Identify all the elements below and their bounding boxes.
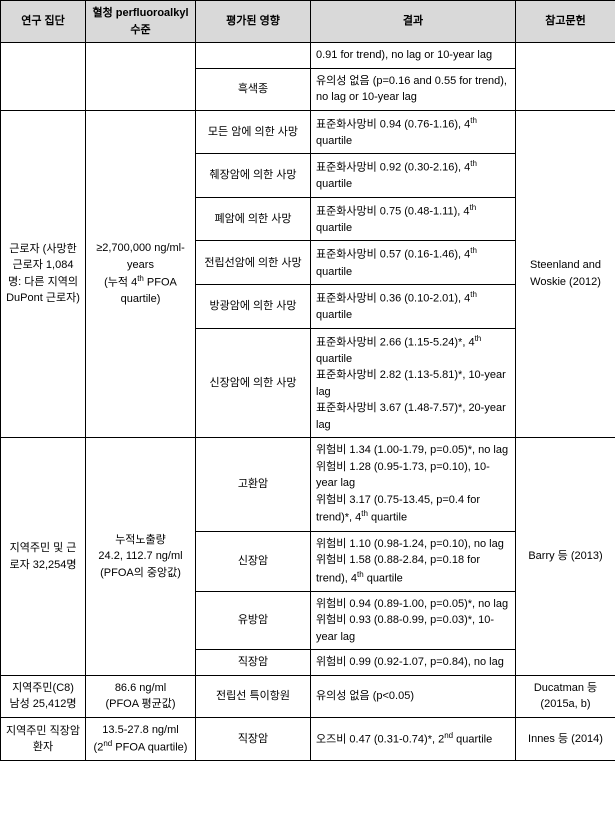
result-text: quartile — [316, 222, 352, 234]
cell-effect: 전립선암에 의한 사망 — [196, 241, 311, 285]
result-text: 위험비 0.93 (0.88-0.99, p=0.03)*, 10-year l… — [316, 614, 494, 643]
cell-result: 위험비 1.34 (1.00-1.79, p=0.05)*, no lag 위험… — [311, 438, 516, 531]
result-text: 위험비 1.10 (0.98-1.24, p=0.10), no lag — [316, 538, 504, 550]
cell-result: 표준화사망비 0.94 (0.76-1.16), 4th quartile — [311, 110, 516, 154]
result-text: 표준화사망비 2.66 (1.15-5.24)*, 4 — [316, 336, 475, 348]
result-text: quartile — [368, 512, 407, 524]
result-text: quartile — [316, 353, 352, 365]
header-row: 연구 집단 혈청 perfluoroalkyl 수준 평가된 영향 결과 참고문… — [1, 1, 615, 43]
cell-level: 누적노출량 24.2, 112.7 ng/ml (PFOA의 중앙값) — [86, 438, 196, 675]
result-text: 위험비 0.94 (0.89-1.00, p=0.05)*, no lag — [316, 598, 508, 610]
cell-group: 지역주민 및 근로자 32,254명 — [1, 438, 86, 675]
research-table: 연구 집단 혈청 perfluoroalkyl 수준 평가된 영향 결과 참고문… — [0, 0, 615, 761]
cell-group: 근로자 (사망한 근로자 1,084명: 다른 지역의 DuPont 근로자) — [1, 110, 86, 438]
cell-effect: 직장암 — [196, 650, 311, 676]
level-text: 86.6 ng/ml — [115, 682, 166, 694]
result-text: quartile — [316, 309, 352, 321]
cell-effect: 폐암에 의한 사망 — [196, 197, 311, 241]
cell-level: 13.5-27.8 ng/ml (2nd PFOA quartile) — [86, 717, 196, 761]
level-text: (PFOA 평균값) — [105, 698, 175, 710]
result-text: 위험비 1.28 (0.95-1.73, p=0.10), 10-year la… — [316, 461, 490, 490]
level-text: 누적노출량 — [115, 534, 166, 546]
cell-level: 86.6 ng/ml (PFOA 평균값) — [86, 675, 196, 717]
result-text: 표준화사망비 3.67 (1.48-7.57)*, 20-year lag — [316, 402, 506, 431]
sup-th: th — [470, 116, 477, 125]
result-text: 위험비 1.34 (1.00-1.79, p=0.05)*, no lag — [316, 444, 508, 456]
cell-effect: 모든 암에 의한 사망 — [196, 110, 311, 154]
cell-result: 표준화사망비 0.92 (0.30-2.16), 4th quartile — [311, 154, 516, 198]
result-text: quartile — [316, 135, 352, 147]
sup-th: th — [470, 159, 477, 168]
result-text: 표준화사망비 0.94 (0.76-1.16), 4 — [316, 118, 470, 130]
result-text: quartile — [453, 734, 492, 746]
cell-result: 위험비 0.99 (0.92-1.07, p=0.84), no lag — [311, 650, 516, 676]
result-text: quartile — [316, 178, 352, 190]
table-row: 지역주민 및 근로자 32,254명 누적노출량 24.2, 112.7 ng/… — [1, 438, 615, 531]
sup-th: th — [137, 274, 144, 283]
result-text: 오즈비 0.47 (0.31-0.74)*, 2 — [316, 734, 444, 746]
result-text: 표준화사망비 2.82 (1.13-5.81)*, 10-year lag — [316, 369, 506, 398]
level-text: (누적 4 — [104, 277, 137, 289]
header-result: 결과 — [311, 1, 516, 43]
level-text: ≥2,700,000 ng/ml-years — [96, 242, 185, 271]
result-text: 표준화사망비 0.92 (0.30-2.16), 4 — [316, 162, 470, 174]
cell-result: 표준화사망비 0.36 (0.10-2.01), 4th quartile — [311, 285, 516, 329]
sup-th: th — [470, 290, 477, 299]
header-effect: 평가된 영향 — [196, 1, 311, 43]
cell-effect: 고환암 — [196, 438, 311, 531]
header-level: 혈청 perfluoroalkyl 수준 — [86, 1, 196, 43]
table-row: 0.91 for trend), no lag or 10-year lag — [1, 43, 615, 69]
cell-effect: 직장암 — [196, 717, 311, 761]
header-reference: 참고문헌 — [516, 1, 615, 43]
cell-level: ≥2,700,000 ng/ml-years (누적 4th PFOA quar… — [86, 110, 196, 438]
level-text: (2 — [94, 742, 104, 754]
cell-effect: 신장암 — [196, 531, 311, 591]
sup-nd: nd — [444, 731, 453, 740]
sup-nd: nd — [103, 739, 112, 748]
cell-effect: 신장암에 의한 사망 — [196, 328, 311, 438]
cell-effect: 전립선 특이항원 — [196, 675, 311, 717]
level-text: PFOA quartile) — [112, 742, 187, 754]
table-row: 근로자 (사망한 근로자 1,084명: 다른 지역의 DuPont 근로자) … — [1, 110, 615, 154]
result-text: quartile — [364, 572, 403, 584]
cell-level-empty — [86, 43, 196, 111]
cell-reference: Innes 등 (2014) — [516, 717, 615, 761]
cell-result: 0.91 for trend), no lag or 10-year lag — [311, 43, 516, 69]
cell-group-empty — [1, 43, 86, 111]
cell-result: 오즈비 0.47 (0.31-0.74)*, 2nd quartile — [311, 717, 516, 761]
cell-effect: 유방암 — [196, 591, 311, 650]
cell-result: 표준화사망비 0.75 (0.48-1.11), 4th quartile — [311, 197, 516, 241]
table-row: 지역주민 직장암 환자 13.5-27.8 ng/ml (2nd PFOA qu… — [1, 717, 615, 761]
level-text: (PFOA의 중앙값) — [100, 567, 181, 579]
cell-effect: 췌장암에 의한 사망 — [196, 154, 311, 198]
cell-result: 표준화사망비 0.57 (0.16-1.46), 4th quartile — [311, 241, 516, 285]
cell-group: 지역주민(C8) 남성 25,412명 — [1, 675, 86, 717]
sup-th: th — [469, 203, 476, 212]
cell-effect: 방광암에 의한 사망 — [196, 285, 311, 329]
result-text: 표준화사망비 0.75 (0.48-1.11), 4 — [316, 205, 469, 217]
cell-ref-empty — [516, 43, 615, 111]
cell-reference: Ducatman 등 (2015a, b) — [516, 675, 615, 717]
cell-reference: Steenland and Woskie (2012) — [516, 110, 615, 438]
cell-effect-empty — [196, 43, 311, 69]
sup-th: th — [361, 509, 368, 518]
cell-result: 표준화사망비 2.66 (1.15-5.24)*, 4th quartile 표… — [311, 328, 516, 438]
level-text: 24.2, 112.7 ng/ml — [98, 550, 182, 562]
cell-result: 유의성 없음 (p=0.16 and 0.55 for trend), no l… — [311, 68, 516, 110]
level-text: 13.5-27.8 ng/ml — [102, 724, 178, 736]
result-text: quartile — [316, 266, 352, 278]
cell-result: 유의성 없음 (p<0.05) — [311, 675, 516, 717]
cell-reference: Barry 등 (2013) — [516, 438, 615, 675]
result-text: 표준화사망비 0.57 (0.16-1.46), 4 — [316, 249, 470, 261]
cell-effect: 흑색종 — [196, 68, 311, 110]
table-row: 지역주민(C8) 남성 25,412명 86.6 ng/ml (PFOA 평균값… — [1, 675, 615, 717]
sup-th: th — [475, 334, 482, 343]
sup-th: th — [470, 246, 477, 255]
result-text: 표준화사망비 0.36 (0.10-2.01), 4 — [316, 293, 470, 305]
cell-result: 위험비 1.10 (0.98-1.24, p=0.10), no lag 위험비… — [311, 531, 516, 591]
header-group: 연구 집단 — [1, 1, 86, 43]
sup-th: th — [357, 570, 364, 579]
cell-result: 위험비 0.94 (0.89-1.00, p=0.05)*, no lag 위험… — [311, 591, 516, 650]
cell-group: 지역주민 직장암 환자 — [1, 717, 86, 761]
